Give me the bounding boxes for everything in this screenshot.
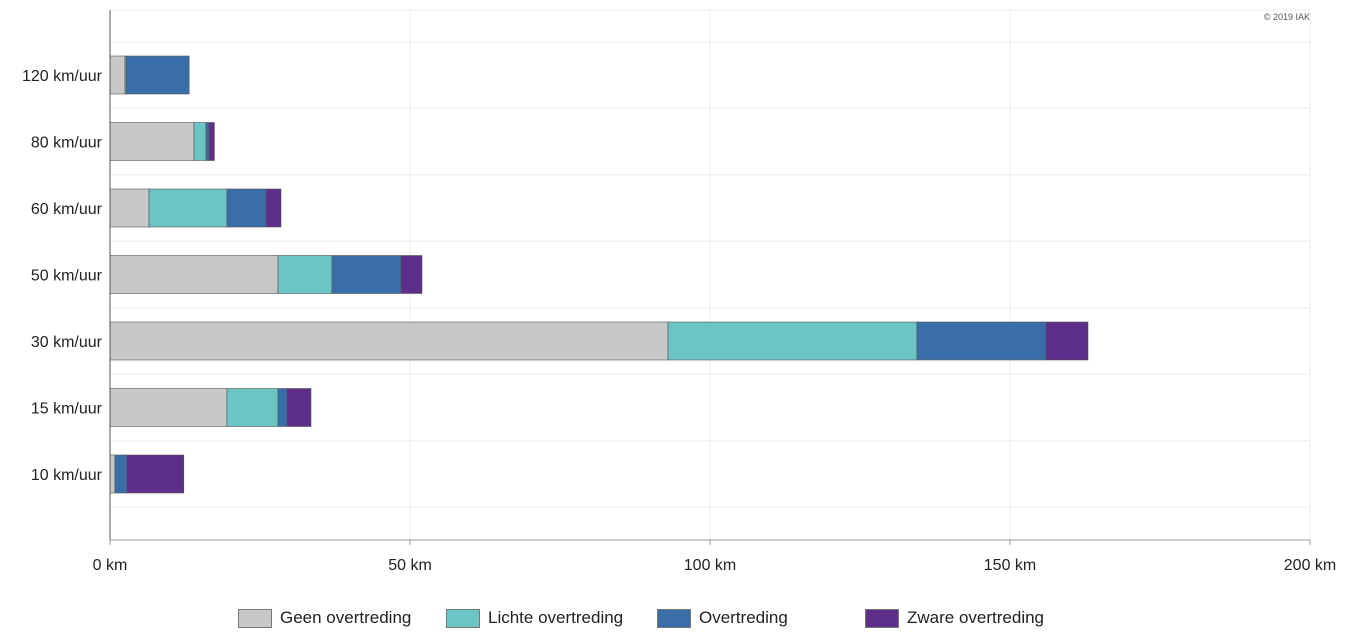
bar-segment	[109, 188, 150, 228]
legend-label: Lichte overtreding	[488, 608, 624, 627]
legend-label: Zware overtreding	[907, 608, 1045, 627]
bar-segment	[916, 321, 1047, 361]
gridlines	[110, 9, 1311, 540]
bar-segment	[193, 122, 207, 161]
bar-segment	[148, 188, 228, 228]
copyright-text: © 2019 IAK	[1264, 12, 1310, 22]
bar-segment	[277, 388, 288, 427]
legend-swatch	[238, 608, 272, 628]
bar-segment	[331, 255, 402, 294]
bar-segment	[265, 188, 282, 228]
bar-segment	[667, 321, 918, 361]
bar-segment	[126, 454, 185, 494]
bar-segment	[286, 388, 312, 427]
x-tick-label: 50 km	[388, 557, 432, 574]
bars	[109, 55, 1089, 494]
category-label: 15 km/uur	[31, 401, 103, 418]
bar-segment	[277, 255, 333, 294]
legend-item: Lichte overtreding	[446, 606, 623, 630]
category-label: 50 km/uur	[31, 268, 103, 285]
bar-segment	[114, 454, 128, 494]
bar-segment	[125, 55, 190, 95]
bar-segment	[208, 122, 215, 161]
bar-segment	[226, 388, 279, 427]
legend-item: Zware overtreding	[865, 606, 1044, 630]
bar-segment	[109, 255, 279, 294]
legend-swatch	[446, 608, 480, 628]
category-label: 120 km/uur	[22, 68, 103, 85]
x-tick-label: 150 km	[984, 557, 1036, 574]
axes	[109, 10, 1311, 545]
bar-segment	[109, 388, 228, 427]
category-label: 80 km/uur	[31, 135, 103, 152]
bar-segment	[205, 122, 210, 161]
category-label: 10 km/uur	[31, 467, 103, 484]
bar-segment	[109, 454, 116, 494]
legend-item: Geen overtreding	[238, 606, 411, 630]
legend-label: Geen overtreding	[280, 608, 412, 627]
legend-item: Overtreding	[657, 606, 788, 630]
axis-labels: 120 km/uur 80 km/uur 60 km/uur 50 km/uur 30 …	[22, 68, 1336, 574]
legend-swatch	[657, 608, 691, 628]
x-tick-label: 200 km	[1284, 557, 1336, 574]
legend-swatch	[865, 608, 899, 628]
bar-segment	[109, 321, 669, 361]
bar-segment	[226, 188, 267, 228]
category-label: 60 km/uur	[31, 201, 103, 218]
category-label: 30 km/uur	[31, 334, 103, 351]
x-tick-label: 0 km	[93, 557, 128, 574]
x-tick-label: 100 km	[684, 557, 736, 574]
bar-segment	[400, 255, 423, 294]
legend-label: Overtreding	[699, 608, 788, 627]
bar-segment	[109, 55, 126, 95]
chart-canvas: 120 km/uur 80 km/uur 60 km/uur 50 km/uur 30 …	[22, 9, 1336, 574]
bar-segment	[109, 122, 195, 161]
bar-segment	[1045, 321, 1089, 361]
legend: Geen overtreding Lichte overtreding Overtr…	[0, 606, 1357, 632]
